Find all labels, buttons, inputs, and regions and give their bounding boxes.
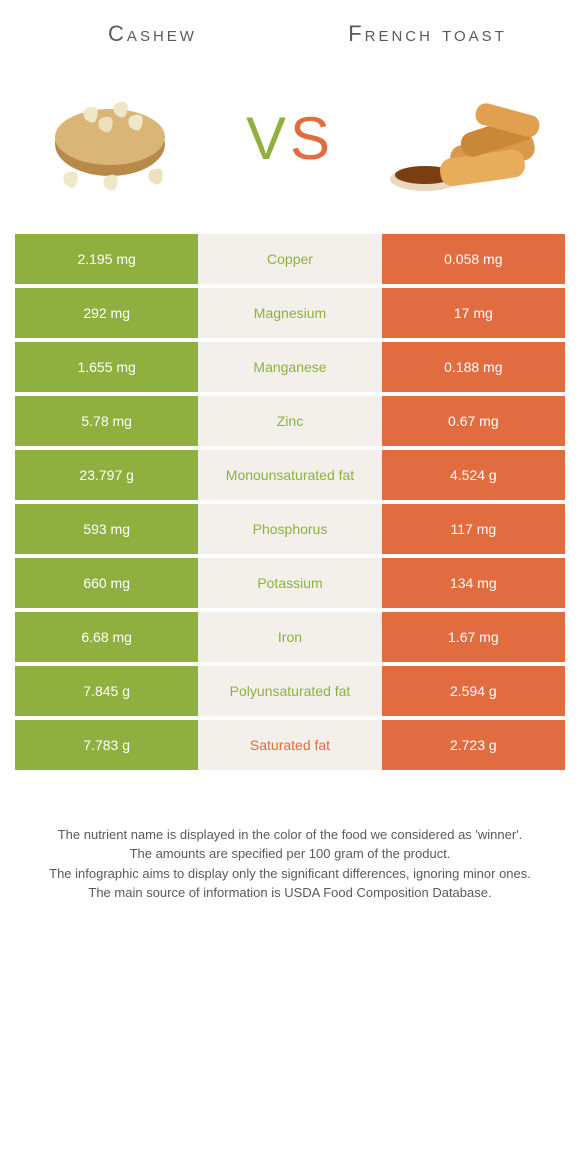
table-row: 292 mgMagnesium17 mg [15,288,565,338]
left-value-cell: 5.78 mg [15,396,198,446]
nutrient-label-cell: Monounsaturated fat [198,450,381,500]
nutrient-label-cell: Phosphorus [198,504,381,554]
table-row: 23.797 gMonounsaturated fat4.524 g [15,450,565,500]
left-value-cell: 7.783 g [15,720,198,770]
nutrient-label-cell: Polyunsaturated fat [198,666,381,716]
right-value-cell: 0.188 mg [382,342,565,392]
table-row: 1.655 mgManganese0.188 mg [15,342,565,392]
nutrient-label-cell: Potassium [198,558,381,608]
nutrient-label-cell: Saturated fat [198,720,381,770]
table-row: 593 mgPhosphorus117 mg [15,504,565,554]
right-value-cell: 2.723 g [382,720,565,770]
french-toast-image [385,69,555,209]
right-value-cell: 117 mg [382,504,565,554]
footer-line-3: The infographic aims to display only the… [30,864,550,884]
right-value-cell: 4.524 g [382,450,565,500]
table-row: 7.783 gSaturated fat2.723 g [15,720,565,770]
right-value-cell: 0.67 mg [382,396,565,446]
table-row: 660 mgPotassium134 mg [15,558,565,608]
header-row: Cashew French toast [15,20,565,49]
left-food-title: Cashew [15,21,290,47]
table-row: 2.195 mgCopper0.058 mg [15,234,565,284]
nutrient-label-cell: Copper [198,234,381,284]
right-value-cell: 1.67 mg [382,612,565,662]
left-value-cell: 593 mg [15,504,198,554]
table-row: 6.68 mgIron1.67 mg [15,612,565,662]
footer-line-2: The amounts are specified per 100 gram o… [30,844,550,864]
right-value-cell: 17 mg [382,288,565,338]
right-food-title: French toast [290,20,565,49]
left-value-cell: 7.845 g [15,666,198,716]
vs-v-letter: V [246,105,290,172]
right-value-cell: 134 mg [382,558,565,608]
nutrient-label-cell: Zinc [198,396,381,446]
nutrient-label-cell: Magnesium [198,288,381,338]
left-value-cell: 660 mg [15,558,198,608]
vs-label: VS [246,104,334,173]
nutrient-table: 2.195 mgCopper0.058 mg292 mgMagnesium17 … [15,234,565,770]
left-value-cell: 23.797 g [15,450,198,500]
left-value-cell: 2.195 mg [15,234,198,284]
cashew-icon [25,69,195,209]
left-value-cell: 6.68 mg [15,612,198,662]
right-value-cell: 0.058 mg [382,234,565,284]
footer-line-1: The nutrient name is displayed in the co… [30,825,550,845]
footer-notes: The nutrient name is displayed in the co… [15,825,565,903]
vs-s-letter: S [290,105,334,172]
left-value-cell: 1.655 mg [15,342,198,392]
nutrient-label-cell: Iron [198,612,381,662]
table-row: 7.845 gPolyunsaturated fat2.594 g [15,666,565,716]
footer-line-4: The main source of information is USDA F… [30,883,550,903]
images-row: VS [15,69,565,209]
table-row: 5.78 mgZinc0.67 mg [15,396,565,446]
right-value-cell: 2.594 g [382,666,565,716]
french-toast-icon [385,69,555,209]
left-value-cell: 292 mg [15,288,198,338]
nutrient-label-cell: Manganese [198,342,381,392]
cashew-image [25,69,195,209]
